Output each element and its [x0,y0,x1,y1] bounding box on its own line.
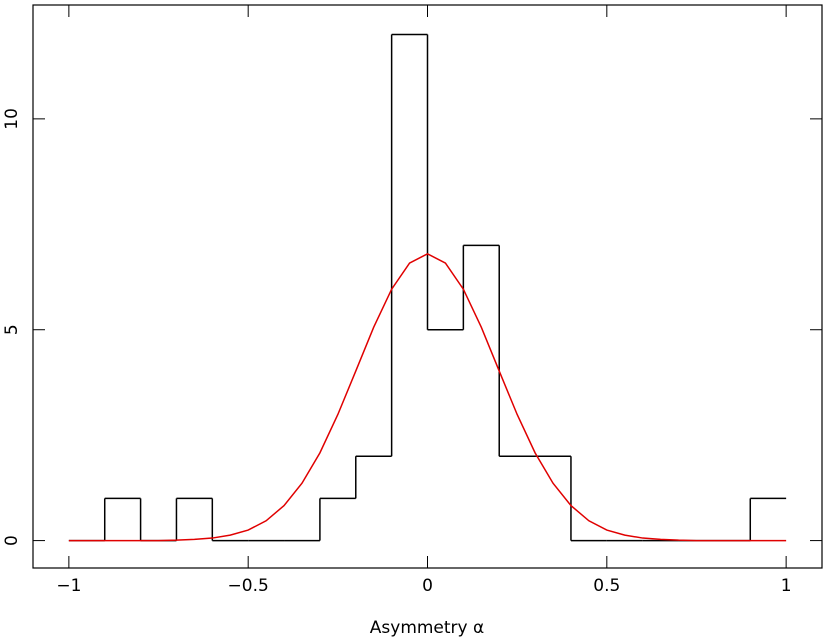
x-tick-label: 0 [422,576,433,596]
x-tick-label: 0.5 [593,576,620,596]
x-tick-label: 1 [781,576,792,596]
y-tick-label: 0 [2,535,22,546]
y-tick-label: 5 [2,324,22,335]
fit-curve [68,252,787,542]
x-tick-label: −0.5 [228,576,269,596]
y-tick-label: 10 [2,108,22,130]
x-axis-label: Asymmetry α [370,618,484,638]
x-tick-label: −1 [56,576,81,596]
